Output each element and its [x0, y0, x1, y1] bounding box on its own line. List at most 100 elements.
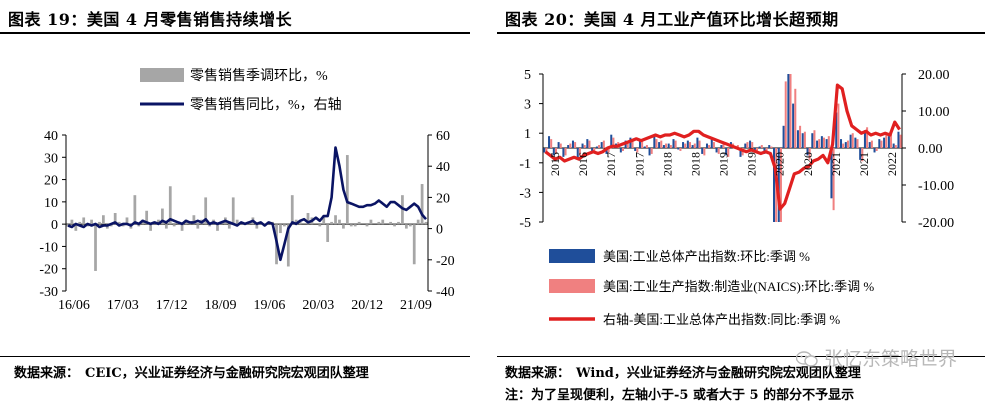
bar-total	[571, 140, 574, 148]
bar	[365, 224, 369, 227]
bar-total	[873, 148, 876, 153]
x-tick-label: 2021	[829, 152, 843, 176]
bar-total	[638, 139, 641, 148]
bar-total	[840, 139, 843, 148]
bar-manufacturing	[832, 148, 835, 211]
figure-20-source-text: Wind，兴业证券经济与金融研究院宏观团队整理	[576, 366, 861, 381]
figure-19-source-label: 数据来源：	[14, 366, 80, 381]
figure-20-source: 数据来源： Wind，兴业证券经济与金融研究院宏观团队整理	[505, 362, 861, 381]
bar-manufacturing	[765, 148, 768, 153]
bar	[78, 221, 82, 225]
left-y-tick-label: -30	[39, 285, 58, 300]
legend-label-line: 右轴-美国:工业总体产出指数:同比:季调 %	[603, 312, 840, 327]
bar-total	[811, 133, 814, 148]
bar-manufacturing	[621, 148, 624, 151]
x-tick-label: 20/12	[351, 298, 383, 313]
left-y-tick-label: 20	[44, 174, 58, 189]
bar	[145, 210, 149, 225]
bar-manufacturing	[665, 143, 668, 148]
x-tick-label: 2018	[660, 152, 674, 176]
right-y-tick-label: -20	[436, 254, 455, 269]
bar-total	[562, 148, 565, 157]
bar-total	[595, 146, 598, 148]
left-y-tick-label: 10	[44, 196, 58, 211]
bar-total	[548, 136, 551, 148]
bar-manufacturing	[550, 139, 553, 148]
bar-total	[643, 146, 646, 148]
bar-manufacturing	[866, 127, 869, 148]
bar-manufacturing	[803, 131, 806, 148]
bar-total	[887, 136, 890, 148]
bar-total	[820, 136, 823, 148]
bar	[424, 221, 428, 225]
bar	[216, 224, 219, 231]
bar-total	[739, 148, 742, 157]
bar-total	[863, 130, 866, 148]
x-tick-label: 2019	[717, 152, 731, 176]
bar-manufacturing	[779, 148, 782, 222]
left-y-tick-label: -1	[519, 157, 531, 172]
bar-manufacturing	[880, 140, 883, 148]
x-tick-label: 2016	[576, 152, 590, 176]
bar	[70, 219, 74, 225]
bar-total	[710, 139, 713, 148]
right-y-tick-label: -10.00	[918, 179, 954, 194]
figure-20-source-label: 数据来源：	[505, 366, 571, 381]
figure-20-top-rule	[497, 32, 985, 34]
bar	[377, 221, 381, 225]
figure-19-chart: 40 30 20 10 0 -10 -20 -30 60 40 20 0 -20 -40 16/06 17/0…	[39, 68, 455, 313]
bar-manufacturing	[626, 142, 629, 148]
bar-manufacturing	[770, 146, 773, 148]
figure-19-source: 数据来源： CEIC，兴业证券经济与金融研究院宏观团队整理	[14, 362, 369, 381]
bar-manufacturing	[813, 130, 816, 148]
left-y-tick-label: 30	[44, 151, 58, 166]
bar	[192, 215, 196, 225]
bar-total	[658, 142, 661, 148]
bar	[172, 224, 176, 227]
bar	[345, 155, 349, 225]
bar	[125, 217, 129, 225]
wechat-icon	[795, 351, 818, 367]
figure-20-title: 图表 20：美国 4 月工业产值环比增长超预期	[505, 10, 839, 29]
bar-total	[883, 137, 886, 148]
bar	[161, 208, 164, 225]
bar-total	[691, 145, 694, 148]
legend-label-line: 零售销售同比，%，右轴	[190, 97, 342, 113]
bar-total	[629, 137, 632, 148]
bar	[416, 219, 420, 225]
right-y-tick-label: 0.00	[918, 142, 943, 157]
bar	[279, 224, 282, 234]
right-y-tick-label: -20.00	[918, 216, 954, 231]
bar	[180, 224, 184, 231]
line-series	[67, 146, 427, 262]
bar-manufacturing	[794, 88, 797, 148]
bar-manufacturing	[846, 140, 849, 148]
bar-manufacturing	[861, 148, 864, 162]
bar-manufacturing	[650, 148, 653, 154]
left-y-tick-label: 0	[51, 218, 58, 233]
bar	[298, 221, 302, 225]
figure-20-note: 注：为了呈现便利，左轴小于-5 或者大于 5 的部分不予显示	[505, 388, 855, 403]
bar-total	[772, 148, 776, 222]
legend-label-total: 美国:工业总体产出指数:环比:季调 %	[603, 249, 810, 264]
bar	[113, 213, 117, 225]
bar-total	[576, 148, 579, 159]
bar-manufacturing	[827, 136, 830, 148]
bar-total	[696, 137, 699, 148]
x-tick-label: 2018	[688, 152, 702, 176]
bar-total	[825, 139, 828, 148]
bar-total	[705, 143, 708, 148]
x-tick-label: 2017	[604, 152, 618, 176]
bar	[117, 221, 121, 225]
x-tick-label: 2020	[773, 152, 787, 176]
bar-manufacturing	[856, 139, 859, 148]
bar-total	[844, 142, 847, 148]
bar-total	[868, 142, 871, 148]
right-y-tick-label: 10.00	[918, 105, 950, 120]
bar-manufacturing	[875, 148, 878, 151]
bar	[408, 224, 412, 227]
bar	[404, 224, 408, 229]
left-y-tick-label: -10	[39, 240, 58, 255]
bar-manufacturing	[545, 148, 548, 151]
bar-manufacturing	[722, 143, 725, 148]
